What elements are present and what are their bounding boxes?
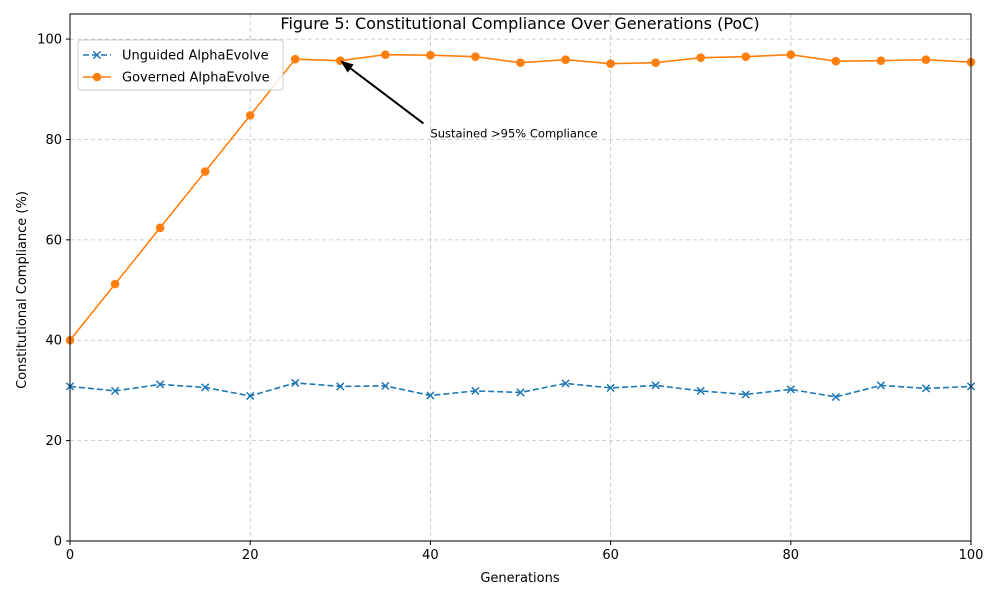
data-point: [786, 385, 795, 394]
grid: [69, 14, 972, 542]
x-tick-label: 0: [66, 548, 74, 563]
data-point: [921, 384, 931, 393]
series-lines: [65, 50, 976, 402]
y-tick-label: 20: [45, 434, 62, 449]
x-tick-label: 100: [959, 548, 984, 563]
x-axis-label: Generations: [480, 571, 560, 586]
legend-marker: [92, 72, 102, 82]
legend: Unguided AlphaEvolve Governed AlphaEvolve: [77, 39, 284, 91]
series-2: [65, 50, 976, 345]
data-point: [471, 52, 480, 61]
x-tick-label: 80: [783, 548, 800, 563]
data-point: [245, 111, 255, 120]
data-point: [651, 381, 660, 390]
data-point: [921, 55, 931, 64]
data-point: [155, 223, 165, 233]
data-point: [426, 50, 435, 60]
data-point: [786, 50, 796, 59]
annotation: Sustained >95% Compliance: [340, 60, 598, 140]
plot-area-frame: [69, 13, 972, 542]
x-tick-label: 20: [242, 548, 259, 563]
data-point: [606, 383, 615, 393]
data-point: [876, 56, 886, 65]
y-tick-label: 80: [45, 133, 62, 148]
data-point: [290, 54, 300, 64]
data-point: [561, 55, 570, 64]
data-point: [246, 391, 255, 401]
annotation-arrowhead: [340, 60, 354, 73]
data-point: [606, 59, 615, 68]
data-point: [201, 383, 210, 392]
data-point: [651, 58, 660, 67]
x-tick-label: 40: [422, 548, 439, 563]
data-point: [155, 380, 165, 389]
data-point: [381, 381, 390, 391]
axis-ticks: 0 20 40 60 80 100 0 20 40 60 80 100: [37, 33, 983, 563]
legend-label: Governed AlphaEvolve: [122, 71, 270, 86]
series-1: [65, 378, 976, 402]
y-tick-label: 40: [45, 334, 62, 349]
data-point: [516, 58, 525, 67]
data-point: [291, 378, 300, 388]
data-point: [336, 382, 345, 391]
annotation-text: Sustained >95% Compliance: [430, 126, 597, 140]
data-point: [381, 50, 390, 59]
legend-item: Governed AlphaEvolve: [83, 71, 270, 86]
data-point: [876, 381, 886, 390]
legend-item: Unguided AlphaEvolve: [83, 49, 269, 64]
x-tick-label: 60: [602, 548, 619, 563]
data-point: [426, 391, 435, 400]
data-point: [110, 386, 120, 396]
series-line: [69, 382, 972, 398]
data-point: [831, 392, 840, 402]
chart-title: Figure 5: Constitutional Compliance Over…: [280, 14, 759, 33]
data-point: [696, 53, 705, 62]
legend-label: Unguided AlphaEvolve: [122, 49, 269, 64]
data-point: [200, 167, 210, 176]
data-point: [696, 386, 705, 396]
legend-marker: [92, 50, 102, 60]
data-point: [741, 52, 751, 61]
y-tick-label: 0: [54, 535, 62, 550]
series-line: [69, 53, 972, 341]
data-point: [561, 379, 570, 388]
y-axis-label: Constitutional Compliance (%): [15, 191, 30, 389]
data-point: [516, 388, 525, 397]
annotation-arrow-line: [350, 67, 425, 125]
data-point: [741, 390, 750, 399]
y-tick-label: 60: [45, 233, 62, 248]
y-tick-label: 100: [37, 33, 62, 48]
data-point: [831, 56, 841, 66]
data-point: [471, 386, 480, 396]
data-point: [110, 279, 120, 289]
